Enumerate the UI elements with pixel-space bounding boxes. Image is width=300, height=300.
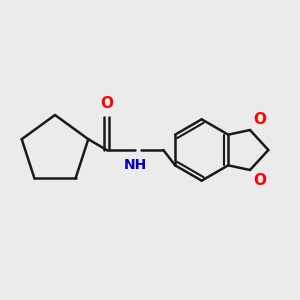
Text: NH: NH — [124, 158, 147, 172]
Text: O: O — [253, 173, 266, 188]
Text: O: O — [253, 112, 266, 127]
Text: O: O — [100, 96, 113, 111]
